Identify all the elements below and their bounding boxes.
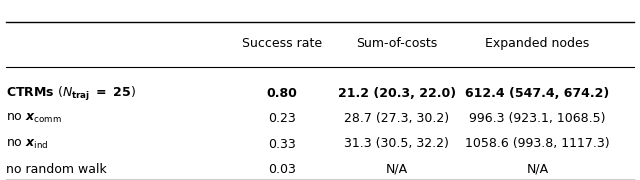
Text: 612.4 (547.4, 674.2): 612.4 (547.4, 674.2) [465,87,610,100]
Text: no $\boldsymbol{x}_{\mathrm{ind}}$: no $\boldsymbol{x}_{\mathrm{ind}}$ [6,138,49,150]
Text: $\mathbf{CTRMs}$ $(N_{\mathbf{traj}}\ \mathbf{=\ 25})$: $\mathbf{CTRMs}$ $(N_{\mathbf{traj}}\ \m… [6,85,136,103]
Text: 28.7 (27.3, 30.2): 28.7 (27.3, 30.2) [344,112,449,125]
Text: no random walk: no random walk [6,163,107,176]
Text: Sum-of-costs: Sum-of-costs [356,37,437,50]
Text: 1058.6 (993.8, 1117.3): 1058.6 (993.8, 1117.3) [465,138,610,150]
Text: N/A: N/A [386,163,408,176]
Text: 21.2 (20.3, 22.0): 21.2 (20.3, 22.0) [338,87,456,100]
Text: 0.23: 0.23 [268,112,296,125]
Text: 0.33: 0.33 [268,138,296,150]
Text: 0.80: 0.80 [266,87,297,100]
Text: Expanded nodes: Expanded nodes [486,37,589,50]
Text: 996.3 (923.1, 1068.5): 996.3 (923.1, 1068.5) [469,112,606,125]
Text: Success rate: Success rate [241,37,322,50]
Text: 0.03: 0.03 [268,163,296,176]
Text: 31.3 (30.5, 32.2): 31.3 (30.5, 32.2) [344,138,449,150]
Text: N/A: N/A [527,163,548,176]
Text: no $\boldsymbol{x}_{\mathrm{comm}}$: no $\boldsymbol{x}_{\mathrm{comm}}$ [6,112,63,125]
